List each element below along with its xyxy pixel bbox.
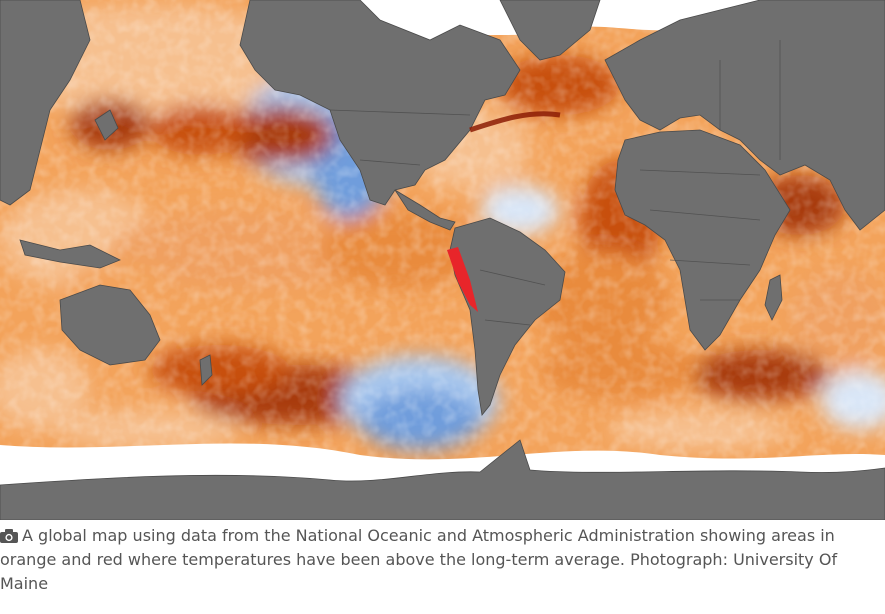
country-borders (329, 40, 781, 326)
peru-coastal-hotspot (447, 247, 478, 312)
land-central-america (394, 189, 456, 231)
credit-source: University Of Maine (0, 550, 838, 593)
land-new-zealand (199, 354, 213, 386)
land-greenland (499, 0, 601, 61)
land-eurasia (604, 0, 885, 231)
camera-icon (0, 529, 18, 543)
land-antarctica (0, 439, 885, 520)
land-north-america (239, 0, 521, 206)
credit-label: Photograph: (630, 550, 728, 569)
sst-anomaly-map (0, 0, 885, 520)
land-indonesia (19, 239, 121, 269)
land-australia (59, 284, 161, 366)
figure-caption: A global map using data from the Nationa… (0, 524, 875, 596)
gulf-stream-band (469, 111, 561, 133)
land-south-america (449, 217, 566, 416)
caption-text: A global map using data from the Nationa… (0, 526, 835, 569)
land-madagascar (764, 274, 783, 321)
land (0, 0, 885, 520)
land-africa (614, 129, 791, 351)
land-japan (94, 109, 119, 141)
land-asia-west (0, 0, 91, 206)
